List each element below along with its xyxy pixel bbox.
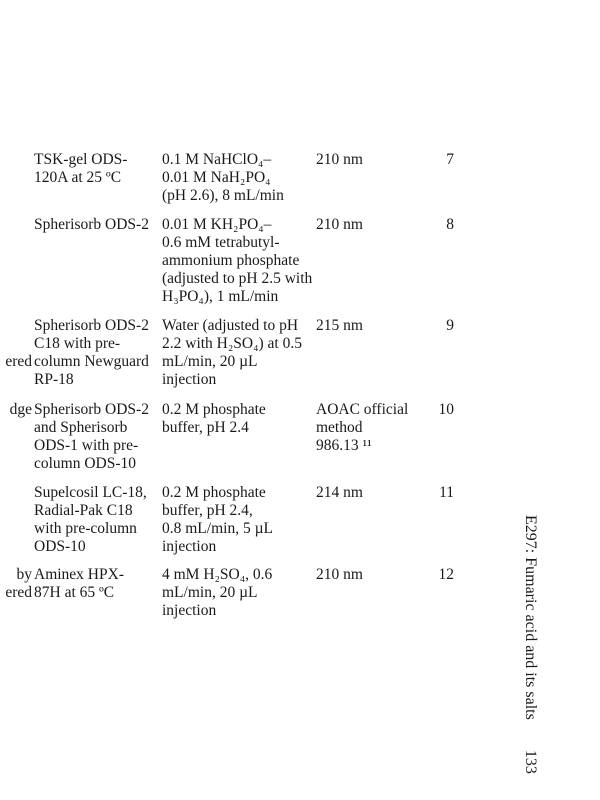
mobile-phase-cell: 4 mM H₂SO₄, 0.6 mL/min, 20 µL injection <box>162 566 273 619</box>
mobile-phase-cell: 0.2 M phosphate buffer, pH 2.4, 0.8 mL/m… <box>162 484 273 555</box>
column-cell: Spherisorb ODS-2 C18 with pre- column Ne… <box>34 317 149 388</box>
detection-cell: 210 nm <box>316 566 363 583</box>
column-cell: Supelcosil LC-18, Radial-Pak C18 with pr… <box>34 484 147 555</box>
reference-cell: 12 <box>438 566 455 583</box>
detection-cell: 210 nm <box>316 216 363 233</box>
detection-cell: 210 nm <box>316 151 363 168</box>
column-cell: Spherisorb ODS-2 and Spherisorb ODS-1 wi… <box>34 401 149 472</box>
partial-cell: dge <box>9 401 32 418</box>
running-head-title: E297: Fumaric acid and its salts <box>522 515 539 720</box>
mobile-phase-cell: 0.1 M NaHClO₄– 0.01 M NaH₂PO₄ (pH 2.6), … <box>162 151 284 204</box>
detection-cell: 215 nm <box>316 317 363 334</box>
reference-cell: 10 <box>438 401 455 418</box>
mobile-phase-cell: Water (adjusted to pH 2.2 with H₂SO₄) at… <box>162 317 302 388</box>
column-cell: Aminex HPX- 87H at 65 ºC <box>34 566 124 601</box>
partial-cell: ered <box>5 353 32 370</box>
detection-cell: 214 nm <box>316 484 363 501</box>
reference-cell: 9 <box>446 317 454 334</box>
partial-cell: by ered <box>5 566 32 601</box>
mobile-phase-cell: 0.2 M phosphate buffer, pH 2.4 <box>162 401 266 436</box>
column-cell: TSK-gel ODS- 120A at 25 ºC <box>34 151 128 186</box>
reference-cell: 11 <box>439 484 454 501</box>
detection-cell: AOAC official method 986.13 ¹¹ <box>316 401 409 454</box>
mobile-phase-cell: 0.01 M KH₂PO₄– 0.6 mM tetrabutyl- ammoni… <box>162 216 313 305</box>
reference-cell: 8 <box>446 216 454 233</box>
reference-cell: 7 <box>446 151 454 168</box>
column-cell: Spherisorb ODS-2 <box>34 216 149 233</box>
page-number: 133 <box>522 749 539 774</box>
running-head: E297: Fumaric acid and its salts 133 <box>521 515 539 774</box>
